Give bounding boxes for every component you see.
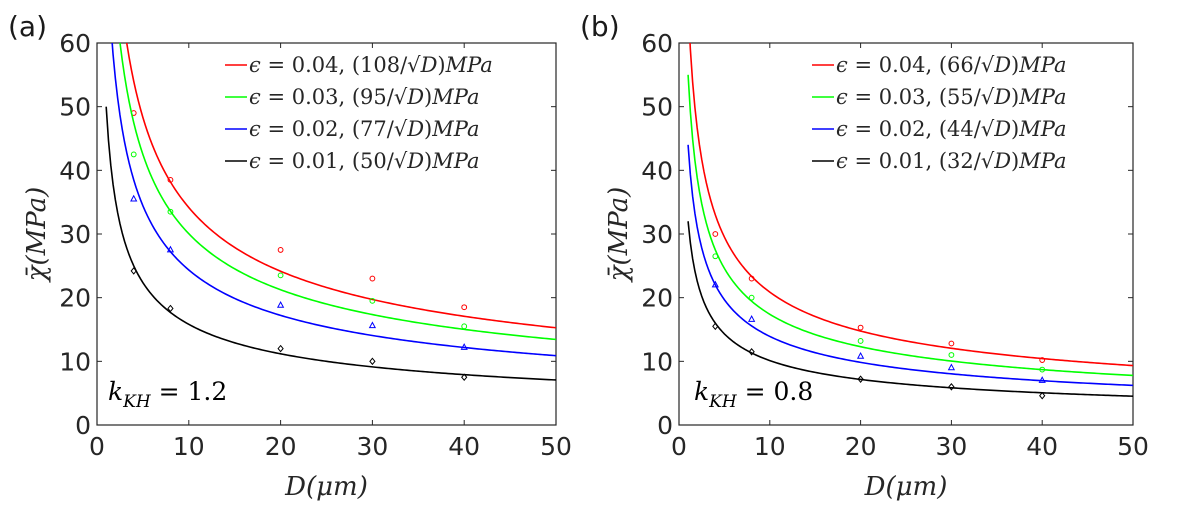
- legend-entry-label: ϵ = 0.03, (95/√D)MPa: [249, 85, 479, 109]
- data-point: [711, 280, 719, 288]
- data-point: [1039, 391, 1046, 400]
- data-point: [748, 294, 755, 301]
- series-line-2: [687, 144, 1133, 387]
- data-point: [1038, 376, 1046, 383]
- data-point: [857, 324, 864, 331]
- x-tick-label: 30: [356, 432, 388, 461]
- data-point: [369, 297, 376, 304]
- data-point: [460, 343, 468, 350]
- y-axis-label: χ̄(MPa): [604, 187, 634, 284]
- data-point: [712, 322, 719, 331]
- panel-label: (b): [580, 10, 620, 43]
- data-point: [948, 340, 955, 347]
- y-tick-label: 20: [59, 284, 91, 313]
- data-point: [748, 315, 756, 322]
- data-point: [167, 208, 174, 215]
- panel-label: (a): [8, 10, 47, 43]
- y-tick-label: 10: [59, 347, 91, 376]
- data-point: [1039, 366, 1046, 373]
- data-point: [748, 275, 755, 282]
- x-tick-label: 50: [1117, 432, 1149, 461]
- legend-entry-label: ϵ = 0.02, (44/√D)MPa: [836, 117, 1066, 141]
- series-line-1: [687, 74, 1133, 377]
- y-tick-label: 40: [641, 156, 673, 185]
- data-point: [369, 357, 376, 366]
- y-tick-label: 30: [59, 220, 91, 249]
- y-tick-label: 60: [59, 29, 91, 58]
- data-point: [130, 194, 138, 202]
- data-point: [948, 383, 955, 391]
- x-tick-label: 0: [89, 432, 105, 461]
- data-point: [277, 344, 284, 353]
- x-tick-label: 20: [265, 432, 297, 461]
- y-tick-label: 60: [641, 29, 673, 58]
- data-point: [948, 352, 955, 358]
- data-point: [368, 321, 377, 329]
- data-point: [369, 275, 376, 282]
- series-line-0: [689, 43, 1133, 367]
- data-point: [276, 301, 285, 308]
- data-point: [461, 323, 468, 330]
- legend-entry-label: ϵ = 0.03, (55/√D)MPa: [836, 85, 1066, 109]
- legend-entry-label: ϵ = 0.02, (77/√D)MPa: [249, 117, 479, 141]
- data-point: [277, 272, 284, 279]
- x-tick-label: 10: [173, 432, 205, 461]
- x-tick-label: 30: [935, 432, 967, 461]
- series-line-3: [105, 106, 556, 381]
- x-tick-label: 20: [845, 432, 877, 461]
- x-tick-label: 50: [540, 432, 572, 461]
- data-point: [167, 176, 174, 183]
- y-tick-label: 10: [641, 347, 673, 376]
- data-point: [1039, 357, 1046, 363]
- data-point: [277, 247, 284, 253]
- series-line-3: [687, 221, 1133, 397]
- data-point: [166, 245, 175, 253]
- y-tick-label: 0: [75, 411, 91, 440]
- data-point: [130, 151, 137, 158]
- series-line-1: [119, 43, 556, 341]
- y-tick-label: 30: [641, 220, 673, 249]
- data-point: [461, 304, 468, 311]
- chart-panel-b: (b) 0 10 20 30 40 50 0 10 20 30 40 50 60 D(μm) χ̄(MPa) ϵ…: [580, 10, 1149, 502]
- y-tick-label: 50: [59, 93, 91, 122]
- x-axis-label: D(μm): [284, 472, 368, 502]
- x-tick-label: 40: [448, 432, 480, 461]
- data-point: [712, 253, 719, 260]
- y-tick-label: 20: [641, 284, 673, 313]
- data-point: [857, 375, 864, 383]
- y-tick-label: 0: [657, 411, 673, 440]
- x-tick-label: 40: [1026, 432, 1058, 461]
- x-tick-label: 10: [754, 432, 786, 461]
- legend-entry-label: ϵ = 0.04, (108/√D)MPa: [249, 53, 493, 77]
- series-line-0: [125, 43, 556, 329]
- y-tick-label: 40: [59, 156, 91, 185]
- x-tick-label: 0: [671, 432, 687, 461]
- data-point: [130, 267, 137, 275]
- legend-entry-label: ϵ = 0.01, (50/√D)MPa: [249, 149, 479, 173]
- legend-entry-label: ϵ = 0.01, (32/√D)MPa: [836, 149, 1066, 173]
- k-kh-annotation: kKH = 0.8: [694, 377, 813, 412]
- data-point: [712, 231, 719, 237]
- data-point: [167, 304, 174, 313]
- data-point: [748, 348, 755, 356]
- plot-area: [678, 42, 1134, 426]
- series-line-2: [111, 43, 556, 357]
- data-point: [461, 373, 468, 382]
- k-kh-annotation: kKH = 1.2: [108, 377, 227, 412]
- y-tick-label: 50: [641, 93, 673, 122]
- legend-entry-label: ϵ = 0.04, (66/√D)MPa: [836, 53, 1066, 77]
- y-axis-label: χ̄(MPa): [22, 187, 52, 284]
- x-axis-label: D(μm): [864, 472, 948, 502]
- data-point: [947, 363, 956, 371]
- data-point: [857, 338, 864, 344]
- data-point: [856, 351, 865, 359]
- chart-panel-a: (a) 0 10 20 30 40 50 0 10 20 30 40 50 60 D(μm) χ̄(MPa) ϵ…: [8, 10, 572, 502]
